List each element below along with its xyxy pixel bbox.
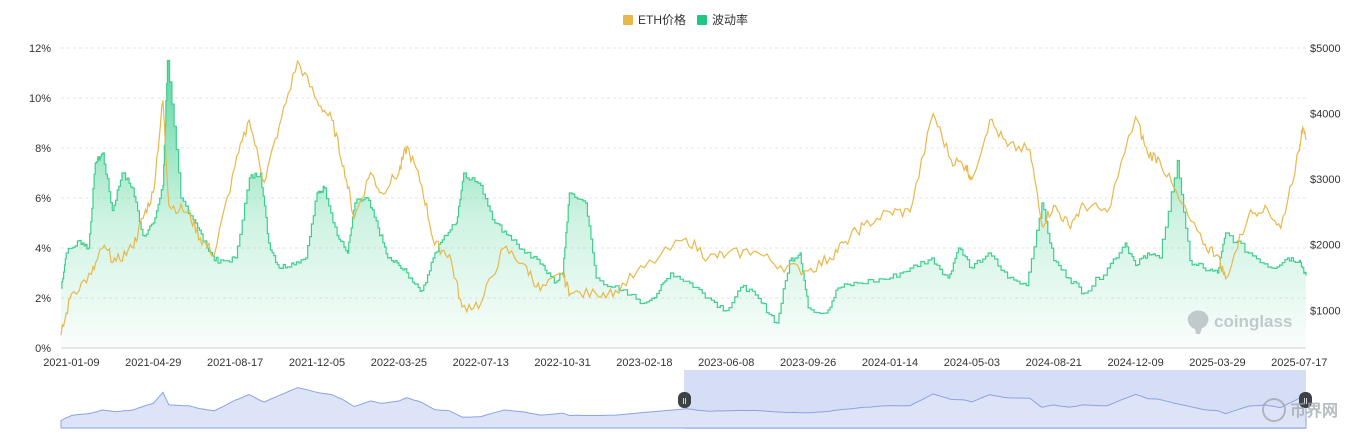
navigator-handle-left[interactable]: II	[678, 392, 691, 408]
navigator-series	[60, 387, 1307, 429]
x-tick-label: 2021-12-05	[289, 357, 345, 369]
x-tick-label: 2022-07-13	[453, 357, 509, 369]
y-left-tick-label: 6%	[35, 193, 51, 205]
navigator-handle-right[interactable]: II	[1299, 392, 1312, 408]
x-axis: 2021-01-09 2021-04-29 2021-08-17 2021-12-05…	[43, 347, 1327, 369]
x-tick-label: 2021-01-09	[43, 357, 99, 369]
y-right-tick-label: $2000	[1310, 240, 1341, 252]
x-tick-label: 2023-09-26	[780, 357, 836, 369]
x-tick-label: 2022-10-31	[534, 357, 590, 369]
y-left-tick-label: 10%	[29, 93, 51, 105]
y-right-tick-label: $3000	[1310, 174, 1341, 186]
x-tick-label: 2025-03-29	[1189, 357, 1245, 369]
legend: ETH价格 波动率	[623, 12, 748, 27]
volatility-series	[61, 59, 1307, 348]
y-axis-left: 0% 2% 4% 6% 8% 10% 12%	[29, 43, 51, 355]
x-tick-label: 2022-03-25	[371, 357, 427, 369]
eth-price-series	[60, 59, 1307, 336]
corner-logo-icon	[1262, 398, 1286, 422]
legend-item-eth[interactable]: ETH价格	[623, 12, 686, 27]
y-left-tick-label: 12%	[29, 43, 51, 55]
legend-label-volatility: 波动率	[712, 12, 748, 27]
x-tick-label: 2024-01-14	[862, 357, 918, 369]
legend-label-eth: ETH价格	[638, 12, 686, 27]
x-tick-label: 2024-05-03	[944, 357, 1000, 369]
volatility-area	[61, 60, 1306, 348]
navigator[interactable]: II II	[60, 370, 1312, 429]
y-left-tick-label: 0%	[35, 343, 51, 355]
x-tick-label: 2024-08-21	[1026, 357, 1082, 369]
navigator-area	[60, 387, 1307, 429]
corner-watermark: 币界网	[1262, 398, 1338, 422]
x-tick-label: 2021-04-29	[125, 357, 181, 369]
x-tick-label: 2021-08-17	[207, 357, 263, 369]
x-tick-label: 2025-07-17	[1271, 357, 1327, 369]
watermark-brand: coinglass	[1214, 312, 1292, 331]
y-left-tick-label: 4%	[35, 243, 51, 255]
x-tick-label: 2023-02-18	[616, 357, 672, 369]
svg-text:II: II	[682, 397, 686, 406]
y-right-tick-label: $4000	[1310, 109, 1341, 121]
x-tick-label: 2023-06-08	[698, 357, 754, 369]
y-right-tick-label: $5000	[1310, 43, 1341, 55]
y-right-tick-label: $1000	[1310, 305, 1341, 317]
legend-swatch-volatility	[697, 15, 707, 25]
y-axis-right: $1000 $2000 $3000 $4000 $5000	[1310, 43, 1341, 317]
svg-text:II: II	[1303, 397, 1307, 406]
eth-price-line	[60, 59, 1307, 336]
legend-item-volatility[interactable]: 波动率	[697, 12, 748, 27]
x-tick-label: 2024-12-09	[1107, 357, 1163, 369]
corner-mark-text: 币界网	[1290, 402, 1338, 420]
y-left-tick-label: 8%	[35, 143, 51, 155]
y-left-tick-label: 2%	[35, 293, 51, 305]
coinglass-logo-icon	[1187, 310, 1209, 334]
coinglass-watermark: coinglass	[1187, 310, 1292, 334]
legend-swatch-eth	[623, 15, 633, 25]
